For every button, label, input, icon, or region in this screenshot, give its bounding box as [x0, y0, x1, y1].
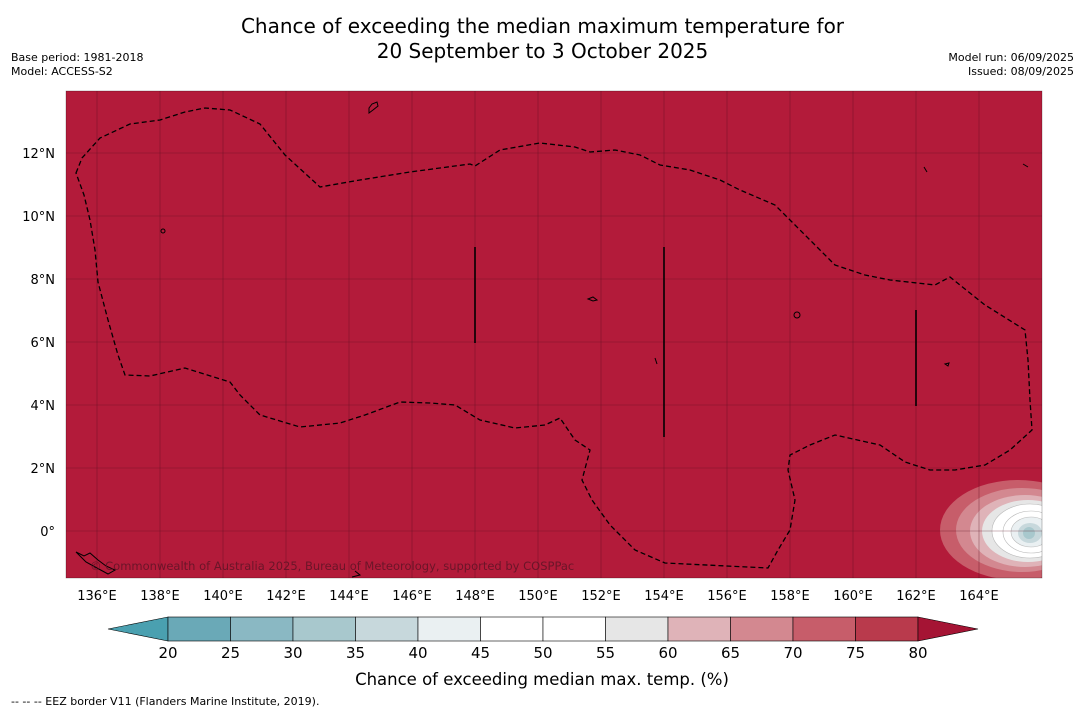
latitude-label: 12°N: [22, 147, 55, 162]
colorbar-cell: [292, 616, 356, 642]
run-info: Model run: 06/09/2025 Issued: 08/09/2025: [948, 51, 1074, 79]
issued-date: Issued: 08/09/2025: [967, 65, 1074, 78]
longitude-label: 160°E: [833, 589, 873, 604]
base-period: Base period: 1981-2018: [11, 51, 144, 64]
latitude-labels: 12°N 10°N 8°N 6°N 4°N 2°N 0°: [22, 147, 55, 540]
longitude-label: 164°E: [959, 589, 999, 604]
longitude-labels: 136°E 138°E 140°E 142°E 144°E 146°E 148°E 150°E…: [77, 589, 999, 604]
colorbar-cell: [542, 616, 606, 642]
colorbar-tick-label: 65: [721, 644, 740, 662]
colorbar-ticks: 20 25 30 35 40 45 50 55 60 65 70 75 80: [158, 644, 927, 662]
colorbar-tick-label: 60: [658, 644, 677, 662]
colorbar-cell: [355, 616, 419, 642]
latitude-label: 8°N: [31, 273, 56, 288]
cool-anomaly: [940, 480, 1042, 578]
longitude-label: 138°E: [140, 589, 180, 604]
graticule: [66, 91, 1042, 578]
eez-border: [75, 107, 1033, 569]
colorbar-cell: [230, 616, 294, 642]
longitude-label: 146°E: [392, 589, 432, 604]
colorbar-tick-label: 30: [283, 644, 302, 662]
colorbar-tick-label: 80: [908, 644, 927, 662]
colorbar-cell: [792, 616, 856, 642]
longitude-label: 162°E: [896, 589, 936, 604]
colorbar: 20 25 30 35 40 45 50 55 60 65 70 75 80 Chance of exc…: [107, 616, 979, 689]
eez-legend-note: -- -- -- EEZ border V11 (Flanders Marine…: [11, 695, 320, 708]
model-info: Base period: 1981-2018 Model: ACCESS-S2: [11, 51, 143, 79]
longitude-label: 142°E: [266, 589, 306, 604]
colorbar-tick-label: 25: [221, 644, 240, 662]
colorbar-cell: [480, 616, 544, 642]
latitude-label: 0°: [40, 525, 55, 540]
longitude-label: 150°E: [518, 589, 558, 604]
colorbar-cell: [167, 616, 231, 642]
longitude-label: 152°E: [581, 589, 621, 604]
colorbar-cells: [167, 616, 919, 642]
colorbar-tick-label: 35: [346, 644, 365, 662]
colorbar-low-arrow: [107, 616, 169, 642]
map-title: Chance of exceeding the median maximum t…: [0, 14, 1085, 64]
colorbar-cell: [667, 616, 731, 642]
latitude-label: 10°N: [22, 210, 55, 225]
coastlines: [75, 101, 1029, 578]
colorbar-tick-label: 75: [846, 644, 865, 662]
map-background: [66, 91, 1042, 578]
longitude-label: 158°E: [770, 589, 810, 604]
longitude-label: 156°E: [707, 589, 747, 604]
colorbar-cell: [855, 616, 919, 642]
colorbar-tick-label: 40: [408, 644, 427, 662]
longitude-label: 144°E: [329, 589, 369, 604]
title-line-1: Chance of exceeding the median maximum t…: [240, 14, 845, 38]
colorbar-cell: [417, 616, 481, 642]
longitude-label: 140°E: [203, 589, 243, 604]
colorbar-high-arrow: [917, 616, 979, 642]
copyright-note: © Commonwealth of Australia 2025, Bureau…: [90, 559, 574, 573]
colorbar-tick-label: 55: [596, 644, 615, 662]
title-line-2: 20 September to 3 October 2025: [376, 39, 709, 63]
latitude-label: 4°N: [31, 399, 56, 414]
copyright-text: © Commonwealth of Australia 2025, Bureau…: [90, 559, 574, 573]
latitude-label: 2°N: [31, 462, 56, 477]
longitude-label: 148°E: [455, 589, 495, 604]
colorbar-tick-label: 45: [471, 644, 490, 662]
longitude-label: 136°E: [77, 589, 117, 604]
colorbar-label: Chance of exceeding median max. temp. (%…: [355, 670, 729, 689]
colorbar-cell: [730, 616, 794, 642]
longitude-label: 154°E: [644, 589, 684, 604]
colorbar-tick-label: 50: [533, 644, 552, 662]
model-name: Model: ACCESS-S2: [11, 65, 113, 78]
colorbar-tick-label: 70: [783, 644, 802, 662]
colorbar-tick-label: 20: [158, 644, 177, 662]
latitude-label: 6°N: [31, 336, 56, 351]
colorbar-cell: [605, 616, 669, 642]
model-run: Model run: 06/09/2025: [948, 51, 1074, 64]
map-frame: [65, 90, 1043, 579]
